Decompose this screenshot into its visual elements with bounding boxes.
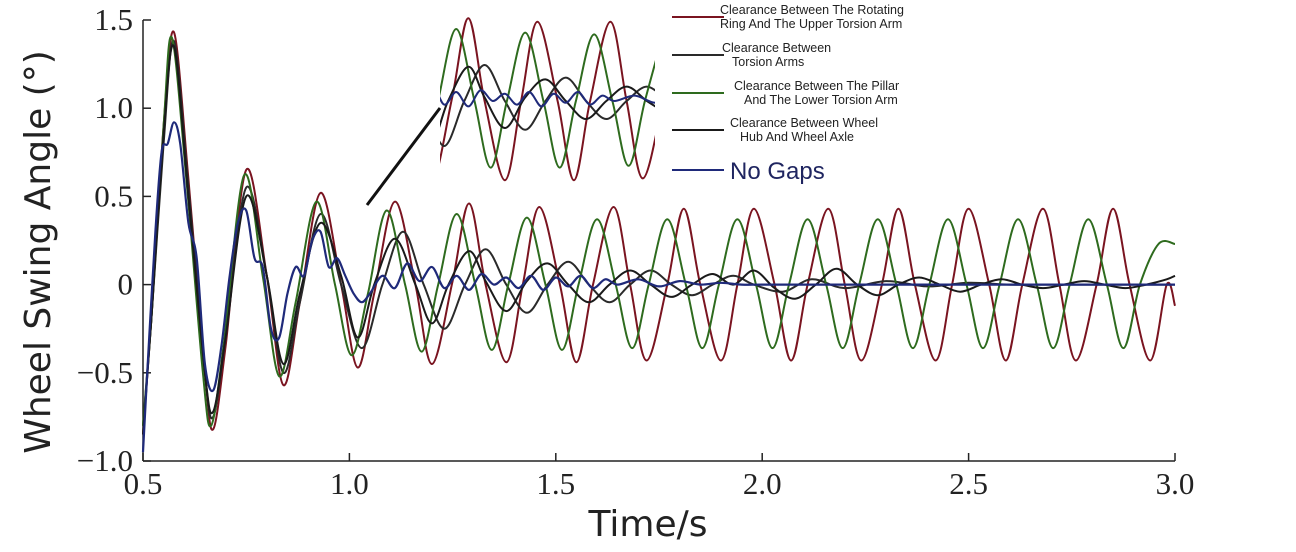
axis-ticks: 0.5 1.0 1.5 2.0 2.5 3.0 −1.0 −0.5 0 0.5 1.0 1.5 (77, 2, 1195, 501)
y-tick-label: 0.5 (94, 178, 133, 213)
y-tick-label: 0 (118, 267, 134, 302)
x-tick-label: 1.5 (536, 466, 575, 501)
legend-label: And The Lower Torsion Arm (744, 93, 898, 107)
x-tick-label: 1.0 (330, 466, 369, 501)
series-line-pillar-lower-arm (142, 35, 1176, 428)
legend-label: Clearance Between The Pillar (734, 79, 899, 93)
legend-label: Clearance Between Wheel (730, 116, 878, 130)
legend-label: No Gaps (730, 158, 825, 185)
inset-line-rotating-ring-upper-arm (440, 17, 655, 182)
x-tick-label: 2.0 (743, 466, 782, 501)
x-tick-label: 3.0 (1156, 466, 1195, 501)
inset-line-no-gaps (440, 89, 655, 108)
legend-label: Clearance Between The Rotating (720, 3, 904, 17)
inset-line-pillar-lower-arm (440, 27, 655, 169)
x-axis-title: Time/s (588, 504, 708, 545)
series-line-rotating-ring-upper-arm (142, 30, 1176, 435)
x-tick-label: 0.5 (124, 466, 163, 501)
inset-pointer-line (365, 107, 442, 206)
y-tick-label: −0.5 (77, 355, 133, 390)
y-tick-label: −1.0 (77, 443, 133, 478)
inset-plot (440, 2, 655, 200)
legend-item-no-gaps: No Gaps (672, 158, 825, 185)
y-tick-label: 1.5 (94, 2, 133, 37)
legend-label: Ring And The Upper Torsion Arm (720, 17, 902, 31)
x-tick-label: 2.5 (949, 466, 988, 501)
plot-area (141, 30, 1176, 453)
legend-label: Hub And Wheel Axle (740, 130, 854, 144)
legend-label: Torsion Arms (732, 55, 804, 69)
legend-label: Clearance Between (722, 41, 831, 55)
series-line-torsion-arms (142, 39, 1175, 426)
y-axis-title: Wheel Swing Angle (°) (18, 50, 59, 454)
y-tick-label: 1.0 (94, 90, 133, 125)
series-line-no-gaps (141, 121, 1175, 453)
